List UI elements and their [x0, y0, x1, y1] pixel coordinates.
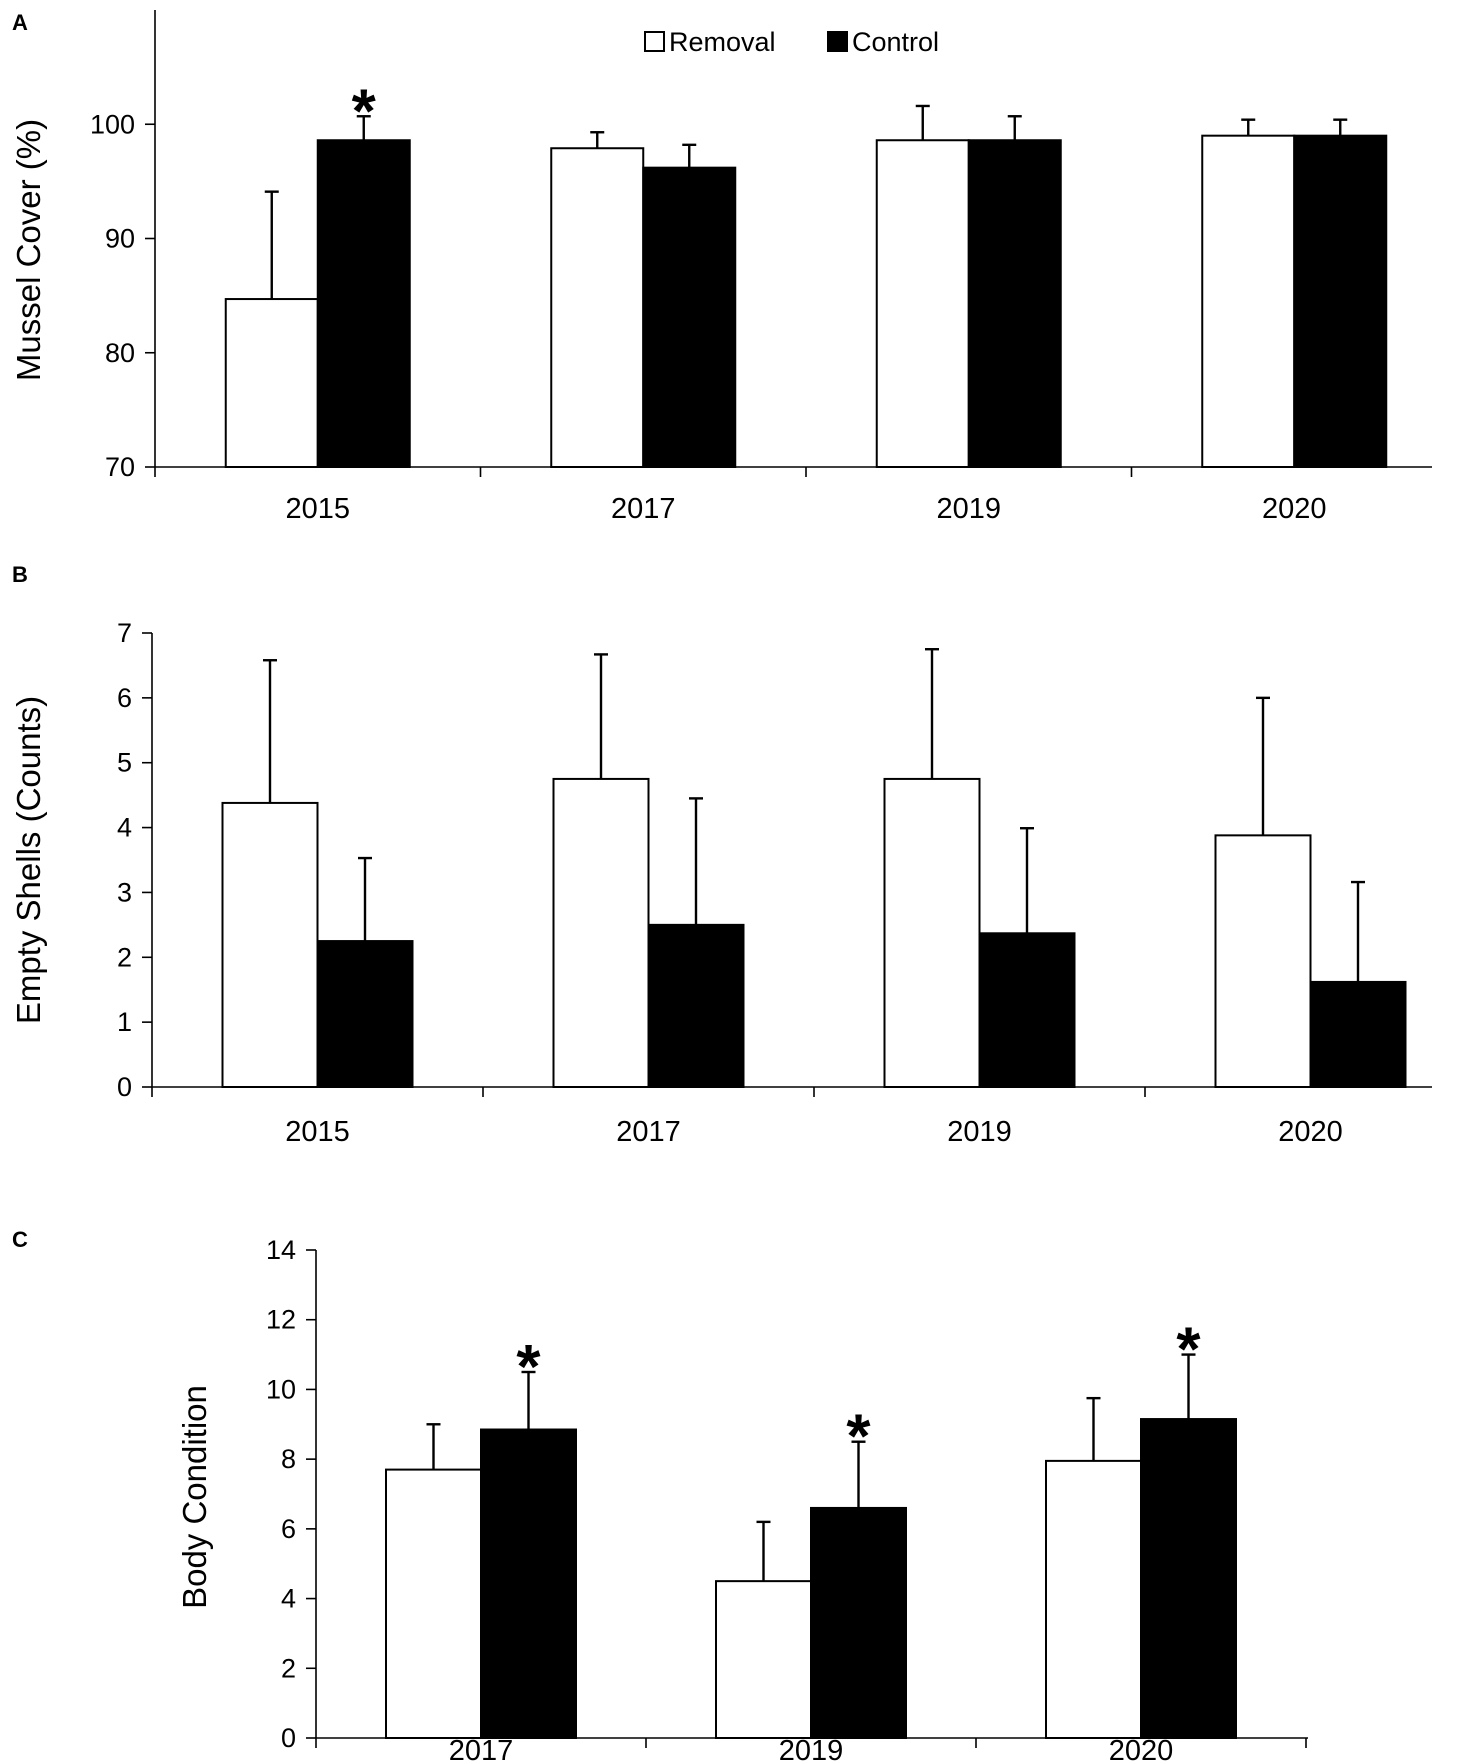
panel-a-significance-marker: * [352, 77, 377, 146]
panel-c-y-tick-label: 6 [281, 1514, 296, 1544]
panel-a-x-tick-label: 2015 [285, 493, 350, 525]
panel-b-x-tick-label: 2015 [285, 1116, 350, 1148]
panel-c-x-tick-label: 2019 [779, 1735, 844, 1764]
panel-c-y-tick-label: 12 [266, 1305, 296, 1335]
panel-b-y-tick-label: 5 [117, 748, 132, 778]
panel-c-y-tick-label: 0 [281, 1723, 296, 1753]
panel-c-label: C [12, 1227, 28, 1252]
panel-a-x-tick-label: 2019 [936, 493, 1001, 525]
panel-c-bar-removal [1045, 1459, 1142, 1740]
panel-b-y-tick-label: 4 [117, 813, 132, 843]
panel-b-x-tick-label: 2019 [947, 1116, 1012, 1148]
panel-a-y-tick-label: 80 [105, 338, 135, 368]
panel-b-bar-control [316, 940, 414, 1088]
panel-c-bar-control [810, 1506, 907, 1740]
panel-a-y-tick-label: 100 [90, 109, 135, 139]
panel-c-y-axis-title: Body Condition [176, 1385, 213, 1609]
panel-b-y-tick-label: 7 [117, 618, 132, 648]
panel-b-y-tick-label: 0 [117, 1072, 132, 1102]
panel-b-x-tick-label: 2017 [616, 1116, 681, 1148]
panel-a-x-tick-label: 2020 [1262, 493, 1327, 525]
panel-b-bar-control [1309, 980, 1407, 1089]
panel-a-label: A [12, 10, 28, 35]
panel-b-y-tick-label: 1 [117, 1007, 132, 1037]
panel-a-bar-removal [875, 139, 970, 468]
panel-a-bar-control [1293, 134, 1388, 469]
panel-a-x-tick-label: 2017 [611, 493, 676, 525]
legend-label-removal: Removal [669, 27, 776, 57]
panel-a-bar-control [967, 139, 1062, 468]
panel-b-label: B [12, 562, 28, 587]
panel-b-y-tick-label: 2 [117, 942, 132, 972]
panel-c-bar-control [480, 1428, 577, 1739]
panel-b-x-tick-label: 2020 [1278, 1116, 1343, 1148]
panel-b-bar-removal [1214, 834, 1312, 1089]
panel-a-bar-control [316, 139, 411, 468]
panel-a-bar-removal [224, 298, 319, 468]
panel-c-significance-marker: * [516, 1333, 541, 1402]
panel-c-bar-removal [715, 1580, 812, 1739]
legend-swatch-control [827, 31, 848, 52]
panel-c-significance-marker: * [1176, 1316, 1201, 1385]
panel-c-y-tick-label: 2 [281, 1653, 296, 1683]
panel-a-bar-removal [550, 147, 645, 468]
panel-c-y-tick-label: 8 [281, 1444, 296, 1474]
panel-b-y-tick-label: 6 [117, 683, 132, 713]
panel-b-bar-control [978, 932, 1076, 1088]
legend-swatch-removal [644, 31, 665, 52]
panel-b-bar-control [647, 923, 745, 1088]
panel-c-y-tick-label: 10 [266, 1374, 296, 1404]
panel-b-y-tick-label: 3 [117, 877, 132, 907]
panel-c-x-tick-label: 2020 [1109, 1735, 1174, 1764]
panel-b-bar-removal [883, 777, 981, 1089]
legend-label-control: Control [852, 27, 939, 57]
panel-c-y-tick-label: 4 [281, 1584, 296, 1614]
panel-b-bar-removal [221, 801, 319, 1088]
panel-b-bar-removal [552, 777, 650, 1089]
panel-c-bar-removal [385, 1468, 482, 1739]
panel-a-y-tick-label: 90 [105, 224, 135, 254]
panel-c-significance-marker: * [846, 1403, 871, 1472]
panel-b-y-axis-title: Empty Shells (Counts) [10, 696, 47, 1024]
panel-a-bar-removal [1201, 134, 1296, 469]
panel-c-y-tick-label: 14 [266, 1235, 296, 1265]
panel-a-y-axis-title: Mussel Cover (%) [10, 119, 47, 381]
panel-c-bar-control [1140, 1418, 1237, 1739]
panel-a-y-tick-label: 70 [105, 452, 135, 482]
panel-a-bar-control [642, 166, 737, 468]
panel-c-x-tick-label: 2017 [449, 1735, 514, 1764]
